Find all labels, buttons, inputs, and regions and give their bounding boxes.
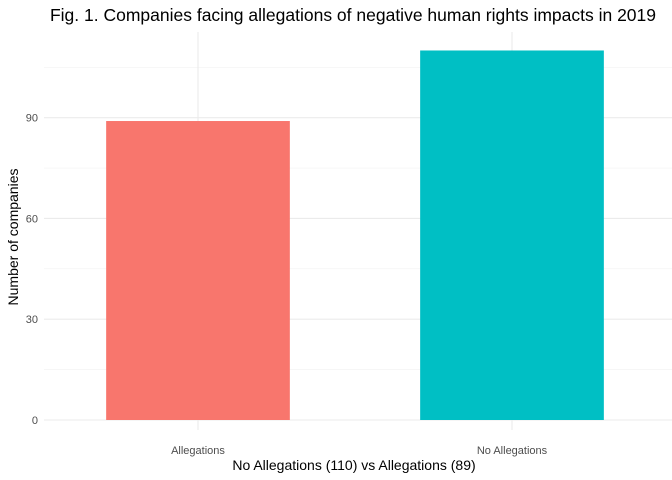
y-tick-label: 90 xyxy=(26,113,38,125)
x-axis-title: No Allegations (110) vs Allegations (89) xyxy=(232,457,475,473)
x-axis-ticks: Allegations No Allegations xyxy=(171,445,548,457)
x-tick-label: No Allegations xyxy=(477,445,548,457)
y-tick-label: 30 xyxy=(26,314,38,326)
y-axis-ticks: 0 30 60 90 xyxy=(26,113,38,427)
y-tick-label: 60 xyxy=(26,213,38,225)
bar-no-allegations xyxy=(420,50,604,420)
bar-allegations xyxy=(106,121,290,421)
bars xyxy=(106,50,604,421)
x-tick-label: Allegations xyxy=(171,445,225,457)
chart-title: Fig. 1. Companies facing allegations of … xyxy=(50,5,656,25)
y-tick-label: 0 xyxy=(32,415,38,427)
y-axis-title: Number of companies xyxy=(5,169,21,306)
